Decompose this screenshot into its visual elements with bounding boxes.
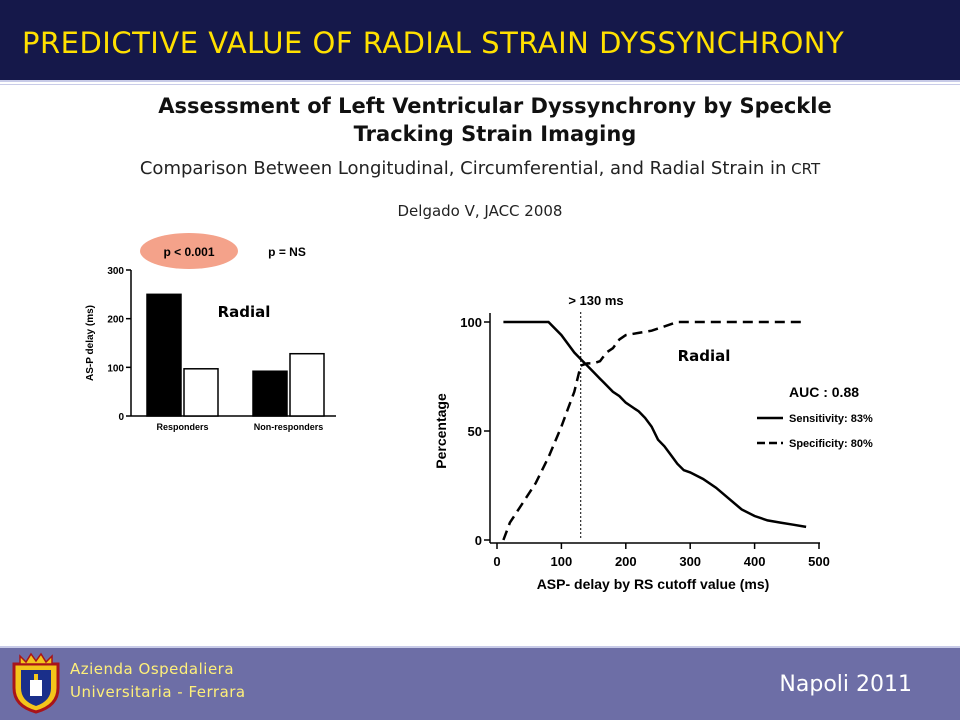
bar-category-label: Non-responders bbox=[254, 422, 324, 432]
bar-y-tick-label: 0 bbox=[118, 412, 124, 423]
line-x-ticks: 0 100 200 300 400 500 bbox=[493, 543, 830, 569]
line-x-tick-label: 0 bbox=[493, 554, 500, 569]
slide-header: PREDICTIVE VALUE OF RADIAL STRAIN DYSSYN… bbox=[0, 0, 960, 80]
footer-divider bbox=[0, 646, 960, 648]
line-x-tick-label: 500 bbox=[808, 554, 830, 569]
comparison-suffix: CRT bbox=[786, 160, 821, 178]
bar-chart: p < 0.001 p = NS Radial 0 100 200 300 Respo… bbox=[85, 233, 336, 432]
p-value-responders: p < 0.001 bbox=[163, 245, 214, 259]
bar-mark bbox=[252, 370, 288, 417]
bar-category-label: Responders bbox=[156, 422, 208, 432]
header-divider-thin bbox=[0, 84, 960, 85]
line-x-tick-label: 200 bbox=[615, 554, 637, 569]
cutoff-label: > 130 ms bbox=[568, 293, 623, 308]
legend-sensitivity: Sensitivity: 83% bbox=[789, 413, 873, 425]
bar-mark bbox=[146, 293, 182, 417]
bar-y-tick-label: 200 bbox=[107, 315, 124, 326]
line-x-tick-label: 300 bbox=[679, 554, 701, 569]
sensitivity-line bbox=[503, 320, 807, 529]
header-divider bbox=[0, 80, 960, 82]
slide-footer bbox=[0, 646, 960, 720]
bar-y-ticks: 0 100 200 300 bbox=[107, 266, 131, 423]
event-label: Napoli 2011 bbox=[779, 672, 912, 697]
line-panel-label: Radial bbox=[678, 347, 731, 365]
line-x-tick-label: 400 bbox=[744, 554, 766, 569]
p-value-nonresponders: p = NS bbox=[268, 245, 306, 259]
comparison-main: Comparison Between Longitudinal, Circumf… bbox=[139, 158, 787, 179]
study-title-line2: Tracking Strain Imaging bbox=[353, 122, 637, 146]
specificity-line bbox=[502, 320, 807, 541]
bar-y-axis-label: AS-P delay (ms) bbox=[85, 305, 96, 381]
study-title: Assessment of Left Ventricular Dyssynchr… bbox=[100, 92, 890, 148]
line-x-axis-label: ASP- delay by RS cutoff value (ms) bbox=[537, 576, 770, 592]
bar-y-tick-label: 300 bbox=[107, 266, 124, 277]
bar-y-tick-label: 100 bbox=[107, 363, 124, 374]
line-y-tick-label: 0 bbox=[475, 533, 482, 548]
study-title-line1: Assessment of Left Ventricular Dyssynchr… bbox=[158, 94, 832, 118]
citation: Delgado V, JACC 2008 bbox=[397, 202, 563, 220]
line-x-tick-label: 100 bbox=[551, 554, 573, 569]
legend-specificity: Specificity: 80% bbox=[789, 438, 873, 450]
organization-line2: Universitaria - Ferrara bbox=[70, 683, 246, 701]
line-y-axis-label: Percentage bbox=[433, 393, 449, 469]
comparison-text: Comparison Between Longitudinal, Circumf… bbox=[0, 158, 960, 179]
line-y-ticks: 0 50 100 bbox=[460, 315, 490, 548]
bar-x-labels: Responders Non-responders bbox=[156, 422, 323, 432]
slide-title: PREDICTIVE VALUE OF RADIAL STRAIN DYSSYN… bbox=[22, 26, 845, 60]
bar-mark bbox=[289, 352, 325, 417]
line-y-tick-label: 50 bbox=[468, 424, 482, 439]
bar-mark bbox=[183, 368, 219, 417]
bar-panel-label: Radial bbox=[218, 303, 271, 321]
bar-marks bbox=[146, 293, 325, 417]
auc-label: AUC : 0.88 bbox=[789, 384, 859, 400]
ferrara-crest-icon bbox=[12, 652, 60, 714]
p-value-highlight bbox=[140, 233, 238, 269]
organization-line1: Azienda Ospedaliera bbox=[70, 660, 235, 678]
charts-canvas: p < 0.001 p = NS Radial 0 100 200 300 Respo… bbox=[85, 233, 873, 592]
line-y-tick-label: 100 bbox=[460, 315, 482, 330]
